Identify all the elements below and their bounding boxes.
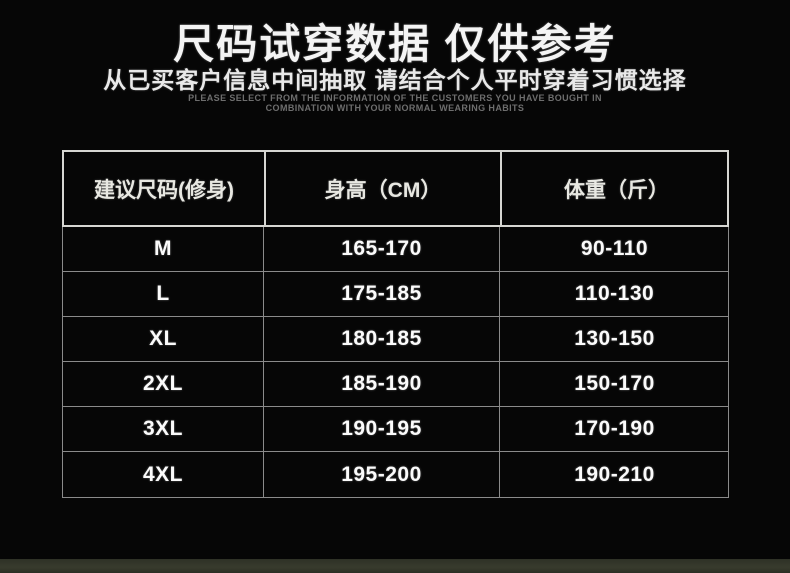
page-subtitle: 从已买客户信息中间抽取 请结合个人平时穿着习惯选择 (103, 67, 687, 93)
cell-weight: 130-150 (574, 327, 655, 350)
header-cell-weight: 体重（斤） (564, 178, 669, 202)
table-row: 2XL 185-190 150-170 (63, 362, 728, 407)
cell-height: 175-185 (264, 272, 500, 316)
cell-size: 2XL (63, 362, 264, 406)
cell-size: 4XL (63, 452, 264, 497)
table-row: XL 180-185 130-150 (63, 317, 728, 362)
table-body: M 165-170 90-110 L 175-185 110-130 XL 18… (62, 227, 729, 498)
cell-size: M (63, 227, 264, 271)
bottom-strip (0, 559, 790, 573)
caption-line-1: PLEASE SELECT FROM THE INFORMATION OF TH… (188, 93, 602, 103)
cell-weight: 90-110 (580, 237, 649, 260)
header-cell-height: 身高（CM） (266, 152, 502, 225)
cell-weight: 110-130 (574, 282, 655, 305)
cell-height: 195-200 (264, 452, 500, 497)
header-cell-size: 建议尺码(修身) (64, 152, 266, 225)
cell-size: L (63, 272, 264, 316)
cell-size: XL (63, 317, 264, 361)
cell-weight: 190-210 (574, 462, 655, 486)
table-row: M 165-170 90-110 (63, 227, 728, 272)
cell-height: 165-170 (264, 227, 500, 271)
cell-weight: 170-190 (574, 417, 655, 440)
caption-line-2: COMBINATION WITH YOUR NORMAL WEARING HAB… (265, 103, 525, 113)
table-row: 3XL 190-195 170-190 (63, 407, 728, 452)
table-row: 4XL 195-200 190-210 (63, 452, 728, 497)
size-table: 建议尺码(修身) 身高（CM） 体重（斤） M 165-170 90-110 L… (62, 150, 729, 498)
cell-height: 185-190 (264, 362, 500, 406)
cell-height: 180-185 (264, 317, 500, 361)
caption-english: PLEASE SELECT FROM THE INFORMATION OF TH… (0, 93, 790, 113)
table-header-row: 建议尺码(修身) 身高（CM） 体重（斤） (62, 150, 729, 227)
table-row: L 175-185 110-130 (63, 272, 728, 317)
cell-size: 3XL (63, 407, 264, 451)
page-title: 尺码试穿数据 仅供参考 (173, 21, 617, 67)
cell-height: 190-195 (264, 407, 500, 451)
cell-weight: 150-170 (574, 372, 655, 395)
